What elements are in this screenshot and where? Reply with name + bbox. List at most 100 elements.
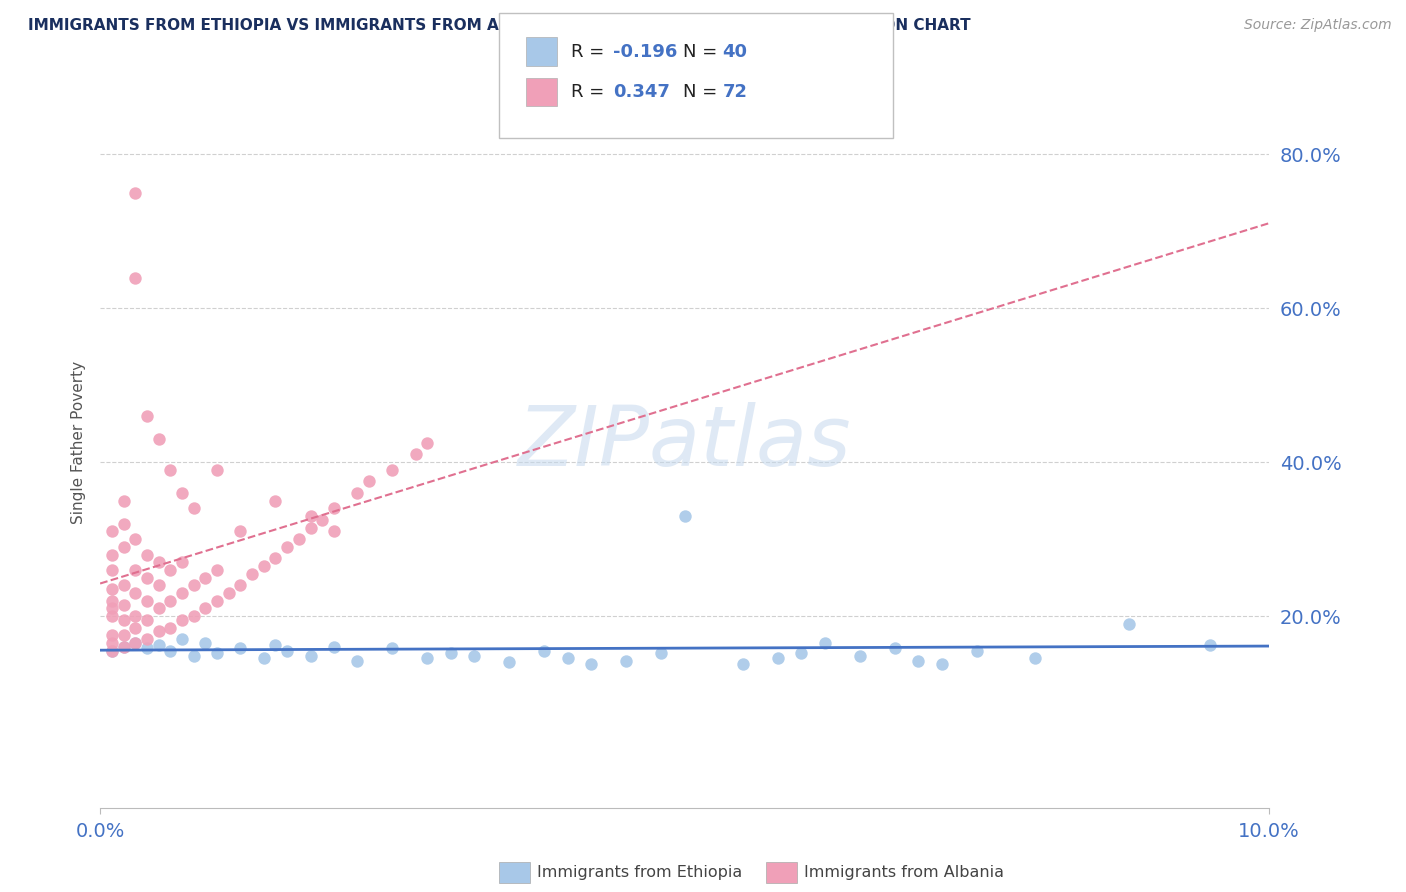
Point bbox=[288, 532, 311, 546]
Text: 0.347: 0.347 bbox=[613, 83, 669, 101]
Point bbox=[135, 548, 157, 562]
Point bbox=[183, 649, 205, 664]
Text: Immigrants from Albania: Immigrants from Albania bbox=[804, 865, 1004, 880]
Point bbox=[299, 509, 322, 524]
Point bbox=[264, 551, 287, 566]
Point bbox=[557, 651, 579, 665]
Point bbox=[112, 628, 135, 642]
Point bbox=[112, 640, 135, 654]
Point bbox=[849, 649, 872, 664]
Point bbox=[170, 486, 193, 500]
Point bbox=[124, 563, 146, 577]
Point bbox=[101, 593, 124, 607]
Point bbox=[112, 578, 135, 592]
Point bbox=[124, 532, 146, 546]
Point bbox=[124, 609, 146, 624]
Point bbox=[253, 559, 276, 574]
Text: ZIPatlas: ZIPatlas bbox=[517, 402, 852, 483]
Point bbox=[650, 646, 672, 660]
Point bbox=[731, 657, 754, 671]
Point bbox=[322, 524, 344, 539]
Point bbox=[101, 609, 124, 624]
Point bbox=[148, 601, 170, 615]
Point bbox=[205, 563, 228, 577]
Point bbox=[276, 643, 298, 657]
Point bbox=[170, 555, 193, 569]
Point bbox=[135, 632, 157, 647]
Point bbox=[101, 524, 124, 539]
Point bbox=[264, 638, 287, 652]
Point bbox=[194, 601, 217, 615]
Text: -0.196: -0.196 bbox=[613, 43, 678, 61]
Point bbox=[148, 578, 170, 592]
Point bbox=[346, 486, 368, 500]
Point bbox=[357, 475, 380, 489]
Point bbox=[416, 651, 439, 665]
Point bbox=[883, 641, 905, 656]
Point bbox=[124, 636, 146, 650]
Point bbox=[124, 270, 146, 285]
Point bbox=[101, 601, 124, 615]
Text: Immigrants from Ethiopia: Immigrants from Ethiopia bbox=[537, 865, 742, 880]
Point bbox=[673, 509, 696, 524]
Point bbox=[124, 636, 146, 650]
Point bbox=[135, 613, 157, 627]
Point bbox=[381, 641, 404, 656]
Point bbox=[170, 613, 193, 627]
Y-axis label: Single Father Poverty: Single Father Poverty bbox=[72, 361, 86, 524]
Point bbox=[322, 640, 344, 654]
Point bbox=[112, 540, 135, 554]
Point bbox=[311, 513, 333, 527]
Text: R =: R = bbox=[571, 43, 610, 61]
Point bbox=[240, 566, 263, 581]
Point bbox=[440, 646, 463, 660]
Point bbox=[101, 628, 124, 642]
Point bbox=[183, 501, 205, 516]
Point bbox=[112, 613, 135, 627]
Point bbox=[229, 524, 252, 539]
Point bbox=[1118, 616, 1140, 631]
Point bbox=[112, 493, 135, 508]
Point bbox=[112, 598, 135, 612]
Point bbox=[614, 654, 637, 668]
Point bbox=[405, 448, 427, 462]
Point bbox=[101, 636, 124, 650]
Point bbox=[463, 649, 485, 664]
Text: R =: R = bbox=[571, 83, 610, 101]
Text: IMMIGRANTS FROM ETHIOPIA VS IMMIGRANTS FROM ALBANIA SINGLE FATHER POVERTY CORREL: IMMIGRANTS FROM ETHIOPIA VS IMMIGRANTS F… bbox=[28, 18, 970, 33]
Point bbox=[124, 186, 146, 200]
Point bbox=[101, 563, 124, 577]
Point bbox=[299, 520, 322, 534]
Text: 72: 72 bbox=[723, 83, 748, 101]
Point bbox=[135, 641, 157, 656]
Point bbox=[124, 586, 146, 600]
Point bbox=[159, 621, 181, 635]
Point bbox=[159, 563, 181, 577]
Point bbox=[101, 643, 124, 657]
Point bbox=[101, 582, 124, 596]
Point bbox=[148, 638, 170, 652]
Point bbox=[264, 493, 287, 508]
Point bbox=[194, 636, 217, 650]
Point bbox=[253, 651, 276, 665]
Text: N =: N = bbox=[683, 43, 723, 61]
Point bbox=[346, 654, 368, 668]
Point bbox=[159, 593, 181, 607]
Point bbox=[112, 516, 135, 531]
Point bbox=[1024, 651, 1046, 665]
Point bbox=[579, 657, 602, 671]
Point bbox=[112, 640, 135, 654]
Point bbox=[276, 540, 298, 554]
Point bbox=[205, 646, 228, 660]
Point bbox=[766, 651, 789, 665]
Point bbox=[205, 593, 228, 607]
Point bbox=[218, 586, 240, 600]
Point bbox=[183, 609, 205, 624]
Point bbox=[205, 463, 228, 477]
Point bbox=[1199, 638, 1222, 652]
Text: Source: ZipAtlas.com: Source: ZipAtlas.com bbox=[1244, 18, 1392, 32]
Point bbox=[183, 578, 205, 592]
Point bbox=[170, 586, 193, 600]
Point bbox=[322, 501, 344, 516]
Point bbox=[135, 593, 157, 607]
